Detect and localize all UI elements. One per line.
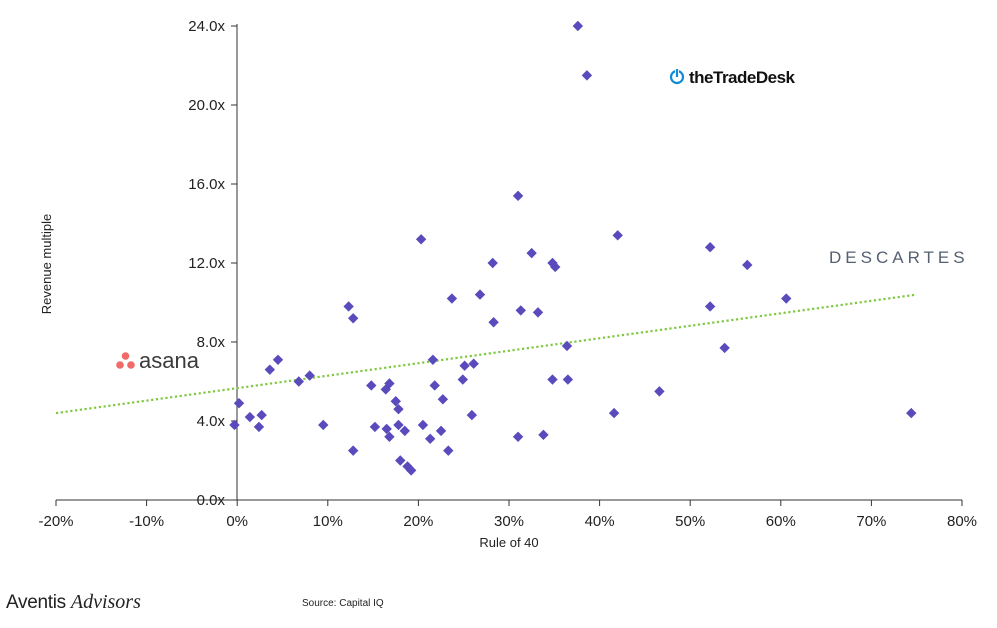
data-point: [264, 364, 276, 375]
data-point: [384, 378, 395, 389]
source-note: Source: Capital IQ: [302, 598, 384, 609]
data-point: [244, 411, 256, 423]
data-point: [318, 419, 329, 431]
descartes-logo: DESCARTES: [829, 248, 969, 267]
brand-name-part1: Aventis: [6, 592, 66, 613]
x-tick-label: 30%: [494, 513, 524, 530]
data-point: [395, 455, 406, 466]
data-point: [572, 20, 584, 32]
data-point: [256, 409, 267, 421]
data-point: [437, 394, 449, 405]
trendline-group: [55, 293, 917, 415]
data-point: [429, 380, 440, 391]
data-point: [719, 342, 730, 354]
data-point: [742, 259, 753, 271]
y-tick-label: 20.0x: [188, 97, 225, 114]
data-point: [229, 419, 240, 431]
data-point: [468, 358, 479, 369]
data-point: [781, 293, 792, 304]
data-point: [512, 431, 524, 442]
three-dots-icon: [116, 352, 135, 369]
data-point: [369, 421, 381, 433]
data-point: [415, 234, 427, 245]
data-point: [272, 354, 284, 365]
data-point: [512, 190, 524, 202]
descartes-wordmark: DESCARTES: [829, 248, 969, 267]
x-tick-label: 40%: [585, 513, 615, 530]
data-point: [393, 419, 404, 431]
data-point: [550, 261, 561, 273]
power-icon: [669, 69, 685, 85]
data-point: [561, 340, 573, 352]
data-point: [612, 230, 623, 241]
data-point: [547, 374, 558, 385]
data-point: [381, 423, 392, 435]
data-point: [532, 307, 544, 318]
x-tick-label: -20%: [38, 513, 73, 530]
asana-wordmark: asana: [139, 348, 200, 373]
data-point: [538, 429, 549, 441]
data-point: [547, 257, 558, 269]
data-point: [654, 386, 665, 397]
data-point: [417, 419, 429, 431]
data-point: [526, 247, 537, 259]
trendline: [55, 293, 917, 415]
brand-name-part2: Advisors: [70, 591, 141, 613]
data-point: [405, 465, 417, 476]
footer-brand: Aventis Advisors: [6, 591, 141, 614]
data-point: [384, 431, 395, 442]
x-tick-label: 50%: [675, 513, 705, 530]
data-point: [427, 354, 439, 365]
data-point: [399, 425, 411, 437]
data-point: [704, 301, 716, 312]
data-point: [562, 374, 574, 385]
x-tick-label: 80%: [947, 513, 977, 530]
x-tick-label: 60%: [766, 513, 796, 530]
data-points: [229, 20, 917, 476]
data-point: [906, 407, 917, 419]
y-tick-label: 8.0x: [197, 334, 226, 351]
data-point: [459, 360, 470, 371]
y-tick-label: 12.0x: [188, 255, 225, 272]
data-point: [253, 421, 265, 433]
y-tick-label: 4.0x: [197, 413, 226, 430]
y-tick-label: 24.0x: [188, 18, 225, 35]
data-point: [233, 398, 245, 409]
data-point: [390, 396, 401, 407]
x-axis-title: Rule of 40: [479, 535, 538, 550]
data-point: [435, 425, 447, 437]
data-point: [446, 293, 458, 304]
axes: -20% -10% 0% 10% 20% 30% 40% 50% 60% 70% 80% 0.0x 4.…: [38, 18, 977, 530]
x-tick-label: 0%: [226, 513, 248, 530]
data-point: [347, 445, 359, 456]
data-point: [466, 409, 478, 421]
x-tick-label: -10%: [129, 513, 164, 530]
data-point: [474, 289, 486, 300]
asana-logo: asana: [116, 348, 200, 373]
data-point: [443, 445, 454, 456]
data-point: [704, 242, 716, 253]
data-point: [515, 305, 526, 316]
y-axis-title: Revenue multiple: [39, 214, 54, 314]
data-point: [457, 374, 468, 385]
y-tick-label: 16.0x: [188, 176, 225, 193]
data-point: [581, 70, 593, 81]
data-point: [608, 407, 620, 419]
x-tick-label: 70%: [856, 513, 886, 530]
data-point: [304, 370, 315, 381]
data-point: [293, 376, 305, 387]
data-point: [487, 257, 498, 269]
data-point: [366, 380, 377, 391]
data-point: [393, 403, 404, 415]
tradedesk-wordmark: theTradeDesk: [689, 68, 796, 87]
tradedesk-logo: theTradeDesk: [669, 68, 796, 87]
data-point: [347, 313, 359, 324]
x-tick-label: 10%: [313, 513, 343, 530]
data-point: [488, 317, 499, 328]
x-tick-label: 20%: [403, 513, 433, 530]
data-point: [343, 301, 354, 312]
data-point: [424, 433, 436, 444]
y-tick-label: 0.0x: [197, 492, 226, 509]
